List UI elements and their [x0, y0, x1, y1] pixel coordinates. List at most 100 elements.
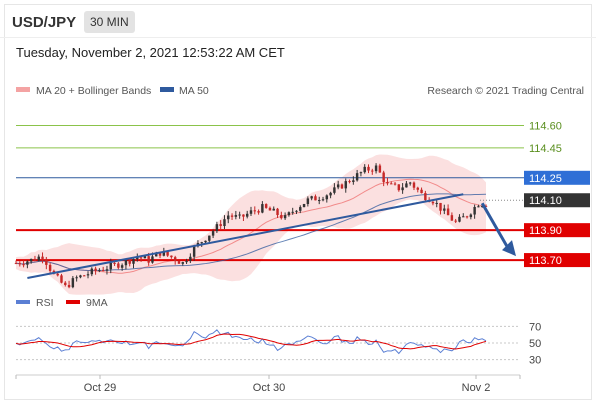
candle-body — [67, 284, 71, 288]
candle-body — [211, 231, 215, 236]
timestamp: Tuesday, November 2, 2021 12:53:22 AM CE… — [16, 45, 285, 60]
candle-body — [477, 206, 480, 208]
candle-body — [192, 246, 196, 257]
rsi-level-label: 70 — [529, 321, 541, 333]
candle-body — [359, 172, 363, 174]
ma20-line — [15, 178, 487, 274]
bollinger-bands — [15, 154, 487, 295]
level-label-114.45: 114.45 — [529, 143, 562, 155]
ma50-path — [15, 193, 487, 271]
candle-body — [189, 256, 192, 262]
ma20-legend-swatch — [16, 87, 30, 92]
level-label-113.70: 113.70 — [529, 255, 562, 267]
candle-body — [469, 214, 473, 218]
candle-body — [109, 262, 112, 270]
rsi-legend-label: RSI — [36, 297, 54, 309]
candle-body — [310, 196, 313, 199]
level-label-114.25: 114.25 — [529, 173, 562, 185]
analysis-overlays — [27, 193, 516, 280]
level-label-114.60: 114.60 — [529, 120, 562, 132]
candle-body — [264, 204, 268, 208]
candle-body — [223, 219, 226, 227]
price-levels: 114.60 114.45 114.25 114.10 113.90 113.70 — [16, 120, 590, 268]
candle-body — [227, 215, 230, 220]
candle-body — [378, 165, 382, 173]
x-axis: Oct 29 Oct 30 Nov 2 — [15, 375, 521, 394]
candle-body — [48, 264, 52, 271]
candle-body — [363, 166, 366, 173]
candle-body — [393, 183, 397, 185]
candle-body — [450, 215, 454, 221]
ma9-legend-label: 9MA — [86, 297, 108, 309]
ma9-legend-swatch — [66, 300, 80, 304]
rsi-ma9-line — [15, 333, 487, 350]
candle-body — [416, 187, 419, 190]
level-tag-113.70 — [524, 253, 590, 268]
candle-body — [355, 173, 359, 181]
candle-body — [253, 210, 257, 212]
candle-body — [230, 215, 234, 217]
candle-body — [329, 192, 332, 196]
bollinger-band-fill — [16, 154, 486, 295]
candle-body — [386, 181, 389, 184]
candle-body — [60, 275, 63, 283]
candle-body — [79, 275, 82, 278]
candle-body — [276, 208, 279, 216]
candle-body — [185, 261, 188, 263]
candle-body — [18, 263, 22, 265]
candle-body — [75, 277, 78, 279]
candle-body — [344, 181, 347, 189]
candle-body — [90, 268, 94, 275]
candle-body — [465, 216, 469, 218]
candle-body — [397, 184, 401, 191]
candle-body — [29, 258, 33, 262]
candle-body — [257, 211, 260, 213]
candle-body — [405, 183, 408, 188]
candle-body — [94, 268, 97, 271]
candle-body — [139, 257, 143, 259]
candle-body — [439, 202, 442, 211]
candle-body — [132, 259, 135, 264]
rsi-level-label: 30 — [529, 355, 541, 367]
candle-body — [314, 196, 317, 201]
candles — [14, 163, 488, 289]
candle-body — [158, 252, 162, 256]
candle-body — [435, 202, 438, 204]
candle-body — [431, 201, 435, 204]
candle-body — [321, 199, 325, 201]
candle-body — [408, 182, 412, 184]
candle-body — [64, 282, 67, 285]
candle-body — [401, 187, 404, 191]
ma50-legend-label: MA 50 — [179, 85, 209, 97]
candle-body — [83, 275, 86, 277]
candle-body — [234, 215, 238, 217]
candle-body — [454, 220, 457, 222]
candle-body — [238, 214, 241, 216]
candle-body — [268, 207, 272, 211]
candle-body — [446, 208, 450, 216]
forecast-arrow-head — [502, 240, 516, 257]
candle-body — [166, 251, 169, 256]
candle-body — [352, 180, 355, 182]
candle-body — [208, 235, 211, 241]
x-tick-label: Nov 2 — [462, 382, 491, 394]
candle-body — [151, 256, 154, 263]
candle-body — [143, 256, 147, 259]
header-divider — [0, 37, 596, 38]
candle-body — [242, 214, 245, 217]
candle-body — [181, 262, 184, 264]
rsi-line — [15, 329, 487, 355]
trendline — [27, 193, 464, 280]
candle-body — [367, 166, 370, 171]
candle-body — [204, 240, 207, 243]
candle-body — [480, 205, 484, 207]
timeframe-badge[interactable]: 30 MIN — [84, 11, 135, 33]
candle-body — [261, 204, 264, 213]
candle-body — [120, 265, 124, 268]
candle-body — [443, 208, 446, 211]
candle-body — [283, 215, 287, 219]
candle-body — [462, 216, 465, 218]
candle-body — [71, 278, 75, 288]
candle-body — [306, 198, 310, 205]
candle-body — [318, 200, 321, 202]
